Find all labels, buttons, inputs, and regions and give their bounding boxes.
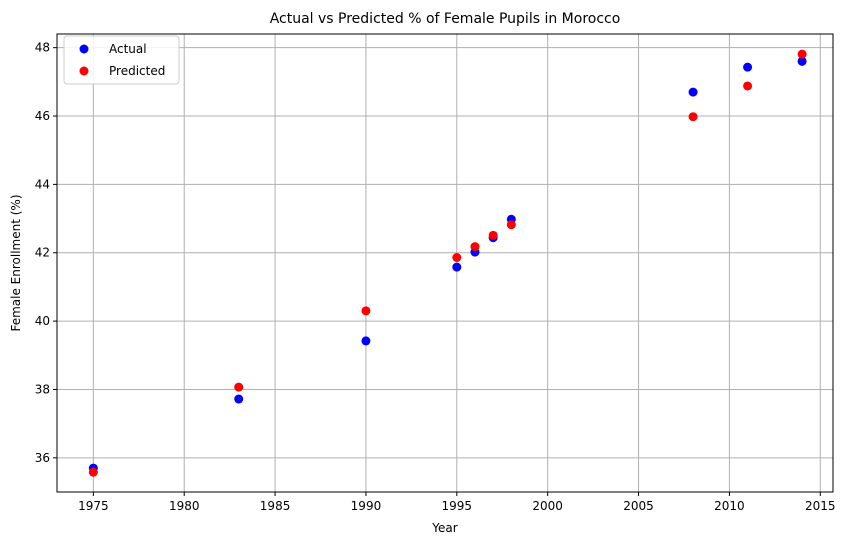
x-tick-label: 1985 xyxy=(260,499,291,513)
x-tick-label: 1995 xyxy=(442,499,473,513)
plot-frame xyxy=(56,33,834,493)
actual-point xyxy=(234,394,244,404)
x-tick-label: 2005 xyxy=(623,499,654,513)
legend-marker-predicted xyxy=(79,66,89,76)
predicted-point xyxy=(797,49,807,59)
actual-point xyxy=(743,62,753,72)
legend-box xyxy=(63,35,180,85)
y-tick-label: 48 xyxy=(35,41,50,55)
x-tick-label: 2015 xyxy=(805,499,836,513)
predicted-point xyxy=(470,242,480,252)
legend: Actual Predicted xyxy=(63,35,180,85)
y-tick-label: 42 xyxy=(35,246,50,260)
y-tick-label: 38 xyxy=(35,382,50,396)
y-axis-ticks: 36 38 40 42 44 46 48 xyxy=(35,41,57,465)
chart-title: Actual vs Predicted % of Female Pupils i… xyxy=(270,11,621,27)
y-tick-label: 40 xyxy=(35,314,50,328)
y-tick-label: 46 xyxy=(35,109,50,123)
actual-point xyxy=(688,87,698,97)
legend-label-predicted: Predicted xyxy=(109,64,165,78)
x-tick-label: 1990 xyxy=(351,499,382,513)
predicted-point xyxy=(234,382,244,392)
grid xyxy=(57,34,833,492)
y-tick-label: 44 xyxy=(35,177,50,191)
predicted-point xyxy=(688,112,698,122)
x-axis-ticks: 1975 1980 1985 1990 1995 2000 2005 2010 2015 xyxy=(78,492,836,513)
y-tick-label: 36 xyxy=(35,451,50,465)
actual-point xyxy=(452,262,462,272)
y-axis-label: Female Enrollment (%) xyxy=(9,194,23,331)
actual-point xyxy=(361,336,371,346)
predicted-point xyxy=(88,467,98,477)
predicted-point xyxy=(506,220,516,230)
legend-label-actual: Actual xyxy=(109,42,147,56)
data-points xyxy=(88,49,807,477)
predicted-point xyxy=(743,81,753,91)
x-tick-label: 2010 xyxy=(714,499,745,513)
x-axis-label: Year xyxy=(431,521,457,535)
predicted-point xyxy=(452,253,462,263)
x-tick-label: 1975 xyxy=(78,499,109,513)
legend-marker-actual xyxy=(79,44,89,54)
x-tick-label: 2000 xyxy=(532,499,563,513)
predicted-point xyxy=(488,230,498,240)
actual-point xyxy=(797,56,807,66)
predicted-point xyxy=(361,306,371,316)
x-tick-label: 1980 xyxy=(169,499,200,513)
